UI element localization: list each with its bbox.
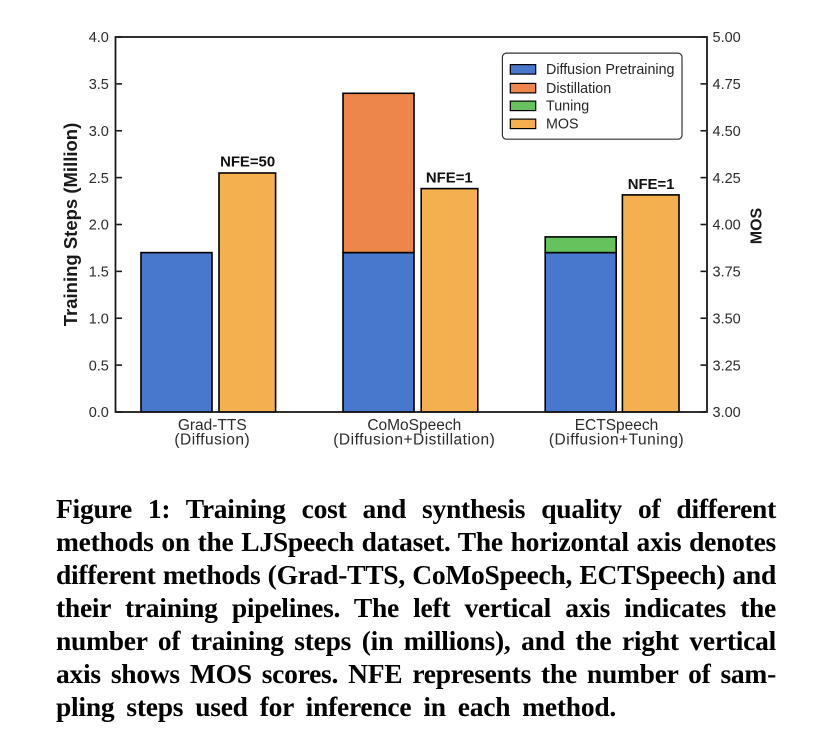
svg-text:4.75: 4.75 [713,77,741,93]
svg-text:5.00: 5.00 [713,30,741,46]
svg-text:3.0: 3.0 [89,124,109,140]
svg-text:4.50: 4.50 [713,124,741,140]
svg-text:3.50: 3.50 [713,311,741,327]
svg-text:3.75: 3.75 [713,265,741,281]
svg-text:ECTSpeech: ECTSpeech [575,417,659,434]
svg-text:NFE=50: NFE=50 [220,154,275,170]
svg-text:3.00: 3.00 [713,405,741,421]
svg-text:3.5: 3.5 [89,77,109,93]
svg-text:4.0: 4.0 [89,30,109,46]
svg-text:0.0: 0.0 [89,405,109,421]
svg-text:3.25: 3.25 [713,358,741,374]
svg-text:CoMoSpeech: CoMoSpeech [367,417,461,434]
svg-text:1.0: 1.0 [89,311,109,327]
svg-text:MOS: MOS [749,207,766,244]
svg-text:(Diffusion+Distillation): (Diffusion+Distillation) [333,432,495,449]
svg-text:Grad-TTS: Grad-TTS [178,417,247,434]
svg-text:(Diffusion): (Diffusion) [174,432,250,449]
svg-text:NFE=1: NFE=1 [628,177,675,193]
svg-text:MOS: MOS [546,117,579,133]
svg-text:4.00: 4.00 [713,218,741,234]
svg-text:(Diffusion+Tuning): (Diffusion+Tuning) [549,432,684,449]
svg-text:2.0: 2.0 [89,218,109,234]
svg-text:Training Steps (Million): Training Steps (Million) [60,123,81,327]
svg-text:NFE=1: NFE=1 [426,171,473,187]
svg-text:4.25: 4.25 [713,171,741,187]
svg-text:Diffusion Pretraining: Diffusion Pretraining [546,62,675,78]
svg-text:Distillation: Distillation [546,81,611,97]
svg-text:2.5: 2.5 [89,171,109,187]
svg-text:Tuning: Tuning [546,99,589,115]
svg-text:1.5: 1.5 [89,265,109,281]
svg-text:0.5: 0.5 [89,358,109,374]
